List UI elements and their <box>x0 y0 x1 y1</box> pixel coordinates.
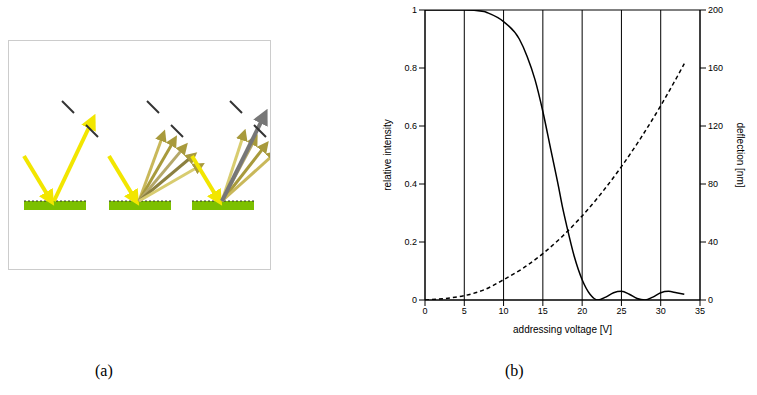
svg-text:addressing voltage [V]: addressing voltage [V] <box>513 324 612 335</box>
html-text:(a): (a) <box>95 362 113 379</box>
svg-text:30: 30 <box>656 306 666 316</box>
svg-text:5: 5 <box>462 306 467 316</box>
svg-text:80: 80 <box>708 179 718 189</box>
svg-text:15: 15 <box>538 306 548 316</box>
svg-text:160: 160 <box>708 63 723 73</box>
svg-text:0.2: 0.2 <box>404 237 417 247</box>
svg-text:120: 120 <box>708 121 723 131</box>
svg-text:40: 40 <box>708 237 718 247</box>
svg-text:0: 0 <box>708 295 713 305</box>
svg-text:0.8: 0.8 <box>404 63 417 73</box>
svg-text:0: 0 <box>422 306 427 316</box>
svg-text:0.6: 0.6 <box>404 121 417 131</box>
html-text:(b): (b) <box>505 362 524 379</box>
svg-text:0: 0 <box>412 295 417 305</box>
svg-text:35: 35 <box>695 306 705 316</box>
svg-text:relative intensity: relative intensity <box>382 119 393 191</box>
svg-text:200: 200 <box>708 5 723 15</box>
svg-text:10: 10 <box>499 306 509 316</box>
svg-text:25: 25 <box>616 306 626 316</box>
svg-text:20: 20 <box>577 306 587 316</box>
svg-text:deflection [nm]: deflection [nm] <box>735 122 746 187</box>
svg-text:1: 1 <box>412 5 417 15</box>
svg-text:0.4: 0.4 <box>404 179 417 189</box>
